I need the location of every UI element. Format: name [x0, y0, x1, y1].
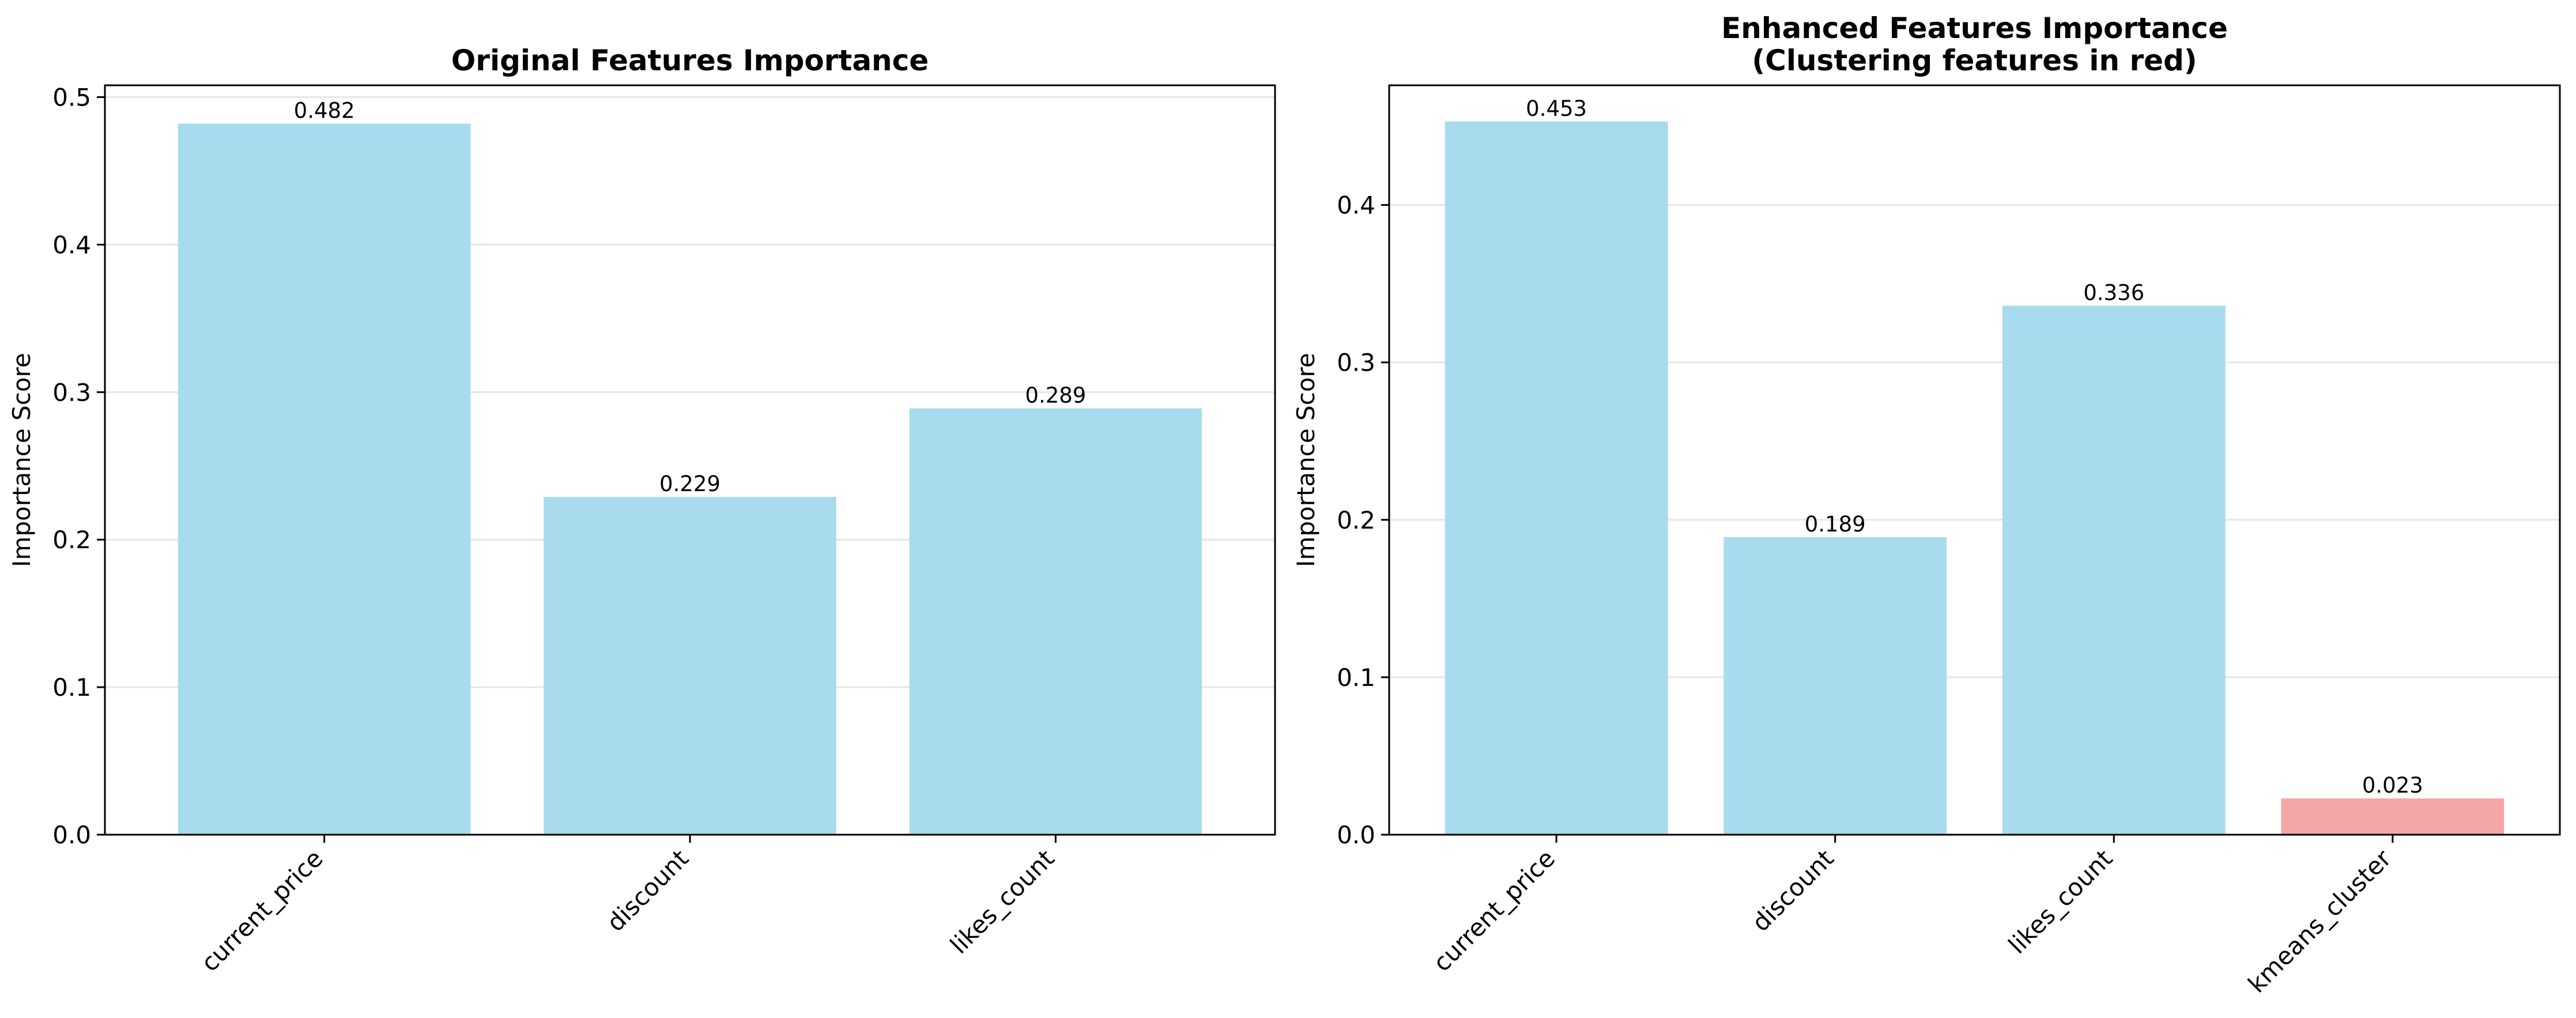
bar-value-label: 0.336 — [2083, 280, 2144, 305]
bar-discount — [1723, 537, 1947, 835]
bar-value-label: 0.023 — [2362, 773, 2423, 798]
bar-value-label: 0.289 — [1025, 383, 1086, 408]
x-tick-label: likes_count — [945, 844, 1060, 959]
x-tick-label: discount — [1747, 844, 1839, 937]
x-tick-label: kmeans_cluster — [2243, 844, 2397, 998]
y-tick-label: 0.0 — [52, 821, 91, 849]
y-tick-label: 0.4 — [52, 231, 91, 259]
x-tick-label: likes_count — [2003, 844, 2118, 959]
bar-value-label: 0.229 — [659, 472, 721, 496]
y-tick-label: 0.0 — [1337, 821, 1375, 849]
enhanced-features-chart: 0.453 0.189 0.336 0.023 0.0 0.1 0.2 0.3 0.4 curre… — [1292, 12, 2561, 998]
x-tick-label: current_price — [195, 844, 329, 977]
bar-likes-count — [909, 408, 1202, 835]
bar-discount — [544, 496, 836, 835]
bar-kmeans-cluster — [2281, 798, 2505, 835]
y-tick-label: 0.1 — [1337, 663, 1375, 692]
bar-current-price — [178, 123, 471, 835]
chart-title: Original Features Importance — [451, 44, 929, 77]
y-tick-label: 0.5 — [52, 83, 91, 111]
original-features-chart: 0.482 0.229 0.289 0.0 0.1 0.2 0.3 0.4 0.5 current… — [7, 44, 1276, 977]
chart-title: (Clustering features in red) — [1752, 44, 2197, 77]
chart-title: Enhanced Features Importance — [1721, 12, 2228, 45]
y-tick-label: 0.4 — [1337, 191, 1375, 220]
axes-frame — [1388, 84, 2561, 836]
bar-value-label: 0.453 — [1526, 96, 1587, 121]
y-tick-label: 0.3 — [1337, 349, 1375, 377]
y-tick-label: 0.2 — [52, 526, 91, 554]
bar-likes-count — [2002, 306, 2226, 835]
y-axis-label: Importance Score — [1292, 353, 1320, 567]
x-tick-label: current_price — [1428, 844, 1561, 977]
y-tick-label: 0.1 — [52, 673, 91, 702]
x-tick-label: discount — [601, 844, 694, 937]
y-axis-label: Importance Score — [7, 353, 36, 567]
y-tick-label: 0.2 — [1337, 506, 1375, 534]
y-tick-label: 0.3 — [52, 378, 91, 406]
bar-value-label: 0.189 — [1805, 512, 1866, 537]
bar-value-label: 0.482 — [294, 99, 355, 123]
bar-current-price — [1444, 121, 1668, 835]
